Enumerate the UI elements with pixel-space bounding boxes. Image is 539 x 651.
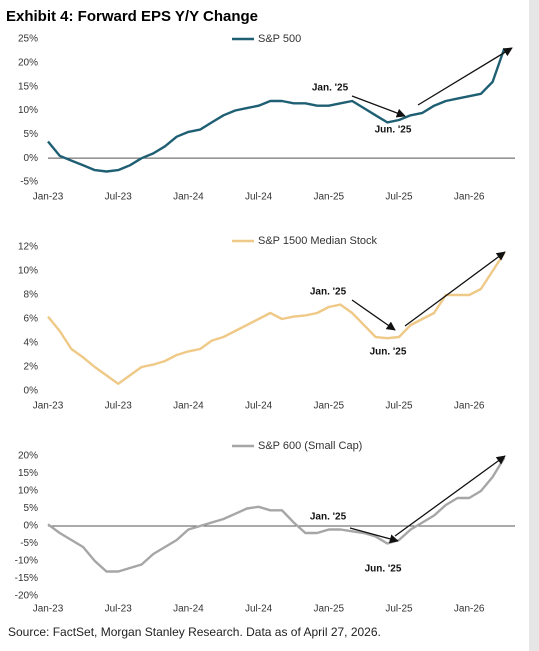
y-tick-label: 10% bbox=[18, 486, 38, 497]
x-tick-label: Jan-26 bbox=[454, 604, 485, 615]
x-tick-label: Jan-23 bbox=[33, 192, 64, 203]
y-tick-label: 5% bbox=[24, 503, 39, 514]
y-tick-label: 4% bbox=[24, 338, 39, 349]
x-tick-label: Jan-23 bbox=[33, 401, 64, 412]
legend-label: S&P 1500 Median Stock bbox=[258, 235, 378, 247]
annotation-arrow bbox=[394, 455, 506, 537]
x-tick-label: Jan-24 bbox=[173, 401, 204, 412]
y-tick-label: 8% bbox=[24, 290, 39, 301]
annotation: Jan. '25 bbox=[310, 512, 347, 523]
series-line bbox=[47, 252, 506, 385]
source-note: Source: FactSet, Morgan Stanley Research… bbox=[8, 625, 381, 639]
annotation: Jun. '25 bbox=[370, 347, 407, 358]
y-tick-label: -10% bbox=[15, 556, 38, 567]
x-tick-label: Jan-25 bbox=[314, 192, 345, 203]
y-tick-label: -5% bbox=[20, 538, 38, 549]
x-tick-label: Jul-24 bbox=[245, 192, 273, 203]
y-tick-label: -20% bbox=[15, 591, 38, 602]
y-tick-label: 15% bbox=[18, 468, 38, 479]
annotation-arrow bbox=[351, 299, 396, 331]
x-tick-label: Jan-26 bbox=[454, 192, 485, 203]
y-tick-label: -5% bbox=[20, 177, 38, 188]
series-line bbox=[47, 457, 506, 573]
x-tick-label: Jul-25 bbox=[385, 401, 413, 412]
x-tick-label: Jul-25 bbox=[385, 604, 413, 615]
y-tick-label: 0% bbox=[24, 153, 39, 164]
annotation-arrow bbox=[404, 251, 506, 327]
x-tick-label: Jan-25 bbox=[314, 401, 345, 412]
x-tick-label: Jan-23 bbox=[33, 604, 64, 615]
y-tick-label: 10% bbox=[18, 105, 38, 116]
frame bbox=[529, 0, 539, 651]
x-tick-label: Jul-24 bbox=[245, 401, 273, 412]
y-tick-label: 20% bbox=[18, 57, 38, 68]
y-tick-label: 10% bbox=[18, 266, 38, 277]
y-tick-label: 5% bbox=[24, 129, 39, 140]
annotation: Jun. '25 bbox=[375, 125, 412, 136]
y-tick-label: 12% bbox=[18, 242, 38, 253]
y-tick-label: -15% bbox=[15, 573, 38, 584]
y-tick-label: 15% bbox=[18, 81, 38, 92]
x-tick-label: Jan-24 bbox=[173, 192, 204, 203]
x-tick-label: Jul-24 bbox=[245, 604, 273, 615]
y-tick-label: 0% bbox=[24, 521, 39, 532]
y-tick-label: 6% bbox=[24, 314, 39, 325]
x-tick-label: Jan-26 bbox=[454, 401, 485, 412]
annotation-arrow bbox=[349, 527, 399, 544]
x-tick-label: Jan-24 bbox=[173, 604, 204, 615]
x-tick-label: Jul-23 bbox=[105, 604, 133, 615]
exhibit-title: Exhibit 4: Forward EPS Y/Y Change bbox=[6, 8, 258, 25]
annotation-arrow bbox=[351, 95, 406, 118]
y-tick-label: 2% bbox=[24, 362, 39, 373]
y-tick-label: 0% bbox=[24, 386, 39, 397]
x-tick-label: Jul-25 bbox=[385, 192, 413, 203]
annotation: Jan. '25 bbox=[310, 287, 347, 298]
annotation-arrow bbox=[417, 47, 513, 106]
y-tick-label: 20% bbox=[18, 451, 38, 462]
y-tick-label: 25% bbox=[18, 34, 38, 45]
x-tick-label: Jul-23 bbox=[105, 192, 133, 203]
series-line bbox=[47, 48, 506, 173]
legend-label: S&P 500 bbox=[258, 33, 301, 45]
legend-label: S&P 600 (Small Cap) bbox=[258, 440, 362, 452]
x-tick-label: Jul-23 bbox=[105, 401, 133, 412]
x-tick-label: Jan-25 bbox=[314, 604, 345, 615]
annotation: Jun. '25 bbox=[365, 564, 402, 575]
annotation: Jan. '25 bbox=[312, 83, 349, 94]
